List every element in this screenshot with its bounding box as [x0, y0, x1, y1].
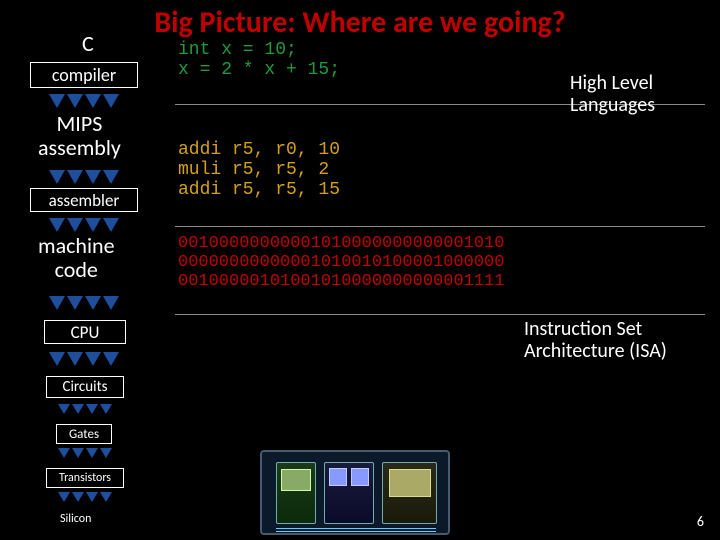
arrow-down-icon [86, 448, 98, 458]
arrow-down-icon [72, 492, 84, 502]
arrow-down-icon [103, 352, 119, 366]
chip-trace-icon [276, 531, 436, 532]
label-high-level-languages: High LevelLanguages [570, 72, 655, 116]
chip-die-a [276, 462, 316, 524]
stage-machine-label: machinecode [38, 234, 115, 282]
text: Silicon [60, 512, 91, 526]
arrow-down-icon [67, 94, 83, 108]
stage-transistors-box: Transistors [46, 468, 124, 488]
arrow-group [54, 492, 116, 502]
arrow-group [40, 218, 128, 232]
arrow-group [52, 448, 118, 458]
arrow-down-icon [103, 94, 119, 108]
arrow-down-icon [100, 492, 112, 502]
arrow-group [42, 296, 126, 310]
arrow-down-icon [103, 296, 119, 310]
section-divider [175, 226, 705, 227]
arrow-group [40, 94, 128, 108]
arrow-down-icon [49, 352, 65, 366]
slide-title-text: Big Picture: Where are we going? [154, 4, 565, 41]
text: C [82, 30, 94, 57]
chip-inner [262, 452, 448, 533]
slide-title: Big Picture: Where are we going? [0, 4, 720, 41]
arrow-down-icon [49, 296, 65, 310]
arrow-group [44, 352, 124, 366]
chip-core-icon [389, 469, 431, 497]
text: MIPSassembly [38, 110, 121, 161]
stage-cpu-box: CPU [44, 320, 126, 344]
arrow-group [50, 404, 120, 414]
text: 6 [697, 513, 704, 530]
arrow-down-icon [49, 218, 65, 232]
text: compiler [52, 64, 116, 86]
arrow-down-icon [86, 404, 98, 414]
stage-silicon-label: Silicon [60, 512, 91, 526]
arrow-down-icon [100, 404, 112, 414]
arrow-down-icon [49, 94, 65, 108]
arrow-down-icon [58, 492, 70, 502]
arrow-down-icon [67, 218, 83, 232]
stage-compiler-box: compiler [30, 62, 138, 88]
chip-die-b [324, 462, 374, 524]
arrow-down-icon [58, 448, 70, 458]
chip-core-icon [351, 468, 369, 486]
label-isa: Instruction SetArchitecture (ISA) [524, 318, 667, 362]
text: Transistors [59, 471, 111, 485]
chip-trace-icon [276, 528, 436, 529]
code-c: int x = 10; x = 2 * x + 15; [178, 40, 340, 80]
stage-circuits-box: Circuits [46, 376, 124, 398]
arrow-down-icon [67, 170, 83, 184]
arrow-down-icon [85, 170, 101, 184]
stage-gates-box: Gates [56, 424, 112, 444]
chip-die-c [382, 462, 437, 524]
arrow-down-icon [103, 218, 119, 232]
text: assembler [49, 190, 120, 211]
chip-core-icon [329, 468, 347, 486]
arrow-down-icon [85, 352, 101, 366]
chip-core-icon [281, 469, 311, 491]
code-binary: 00100000000001010000000000001010 0000000… [178, 234, 504, 291]
arrow-down-icon [72, 404, 84, 414]
arrow-down-icon [85, 218, 101, 232]
code-mips: addi r5, r0, 10 muli r5, r5, 2 addi r5, … [178, 140, 340, 200]
text: machinecode [38, 232, 115, 283]
slide-number: 6 [697, 513, 704, 530]
arrow-down-icon [103, 170, 119, 184]
arrow-down-icon [85, 94, 101, 108]
chip-diagram [260, 450, 450, 535]
stage-c-label: C [82, 30, 94, 57]
arrow-group [40, 170, 128, 184]
stage-assembler-box: assembler [30, 188, 138, 212]
arrow-down-icon [100, 448, 112, 458]
arrow-down-icon [58, 404, 70, 414]
arrow-down-icon [86, 492, 98, 502]
arrow-down-icon [67, 352, 83, 366]
arrow-down-icon [67, 296, 83, 310]
arrow-down-icon [72, 448, 84, 458]
text: Circuits [62, 378, 107, 396]
section-divider [175, 314, 705, 315]
text: CPU [71, 322, 100, 343]
text: Gates [69, 427, 99, 442]
arrow-down-icon [49, 170, 65, 184]
stage-mips-label: MIPSassembly [38, 112, 121, 160]
arrow-down-icon [85, 296, 101, 310]
